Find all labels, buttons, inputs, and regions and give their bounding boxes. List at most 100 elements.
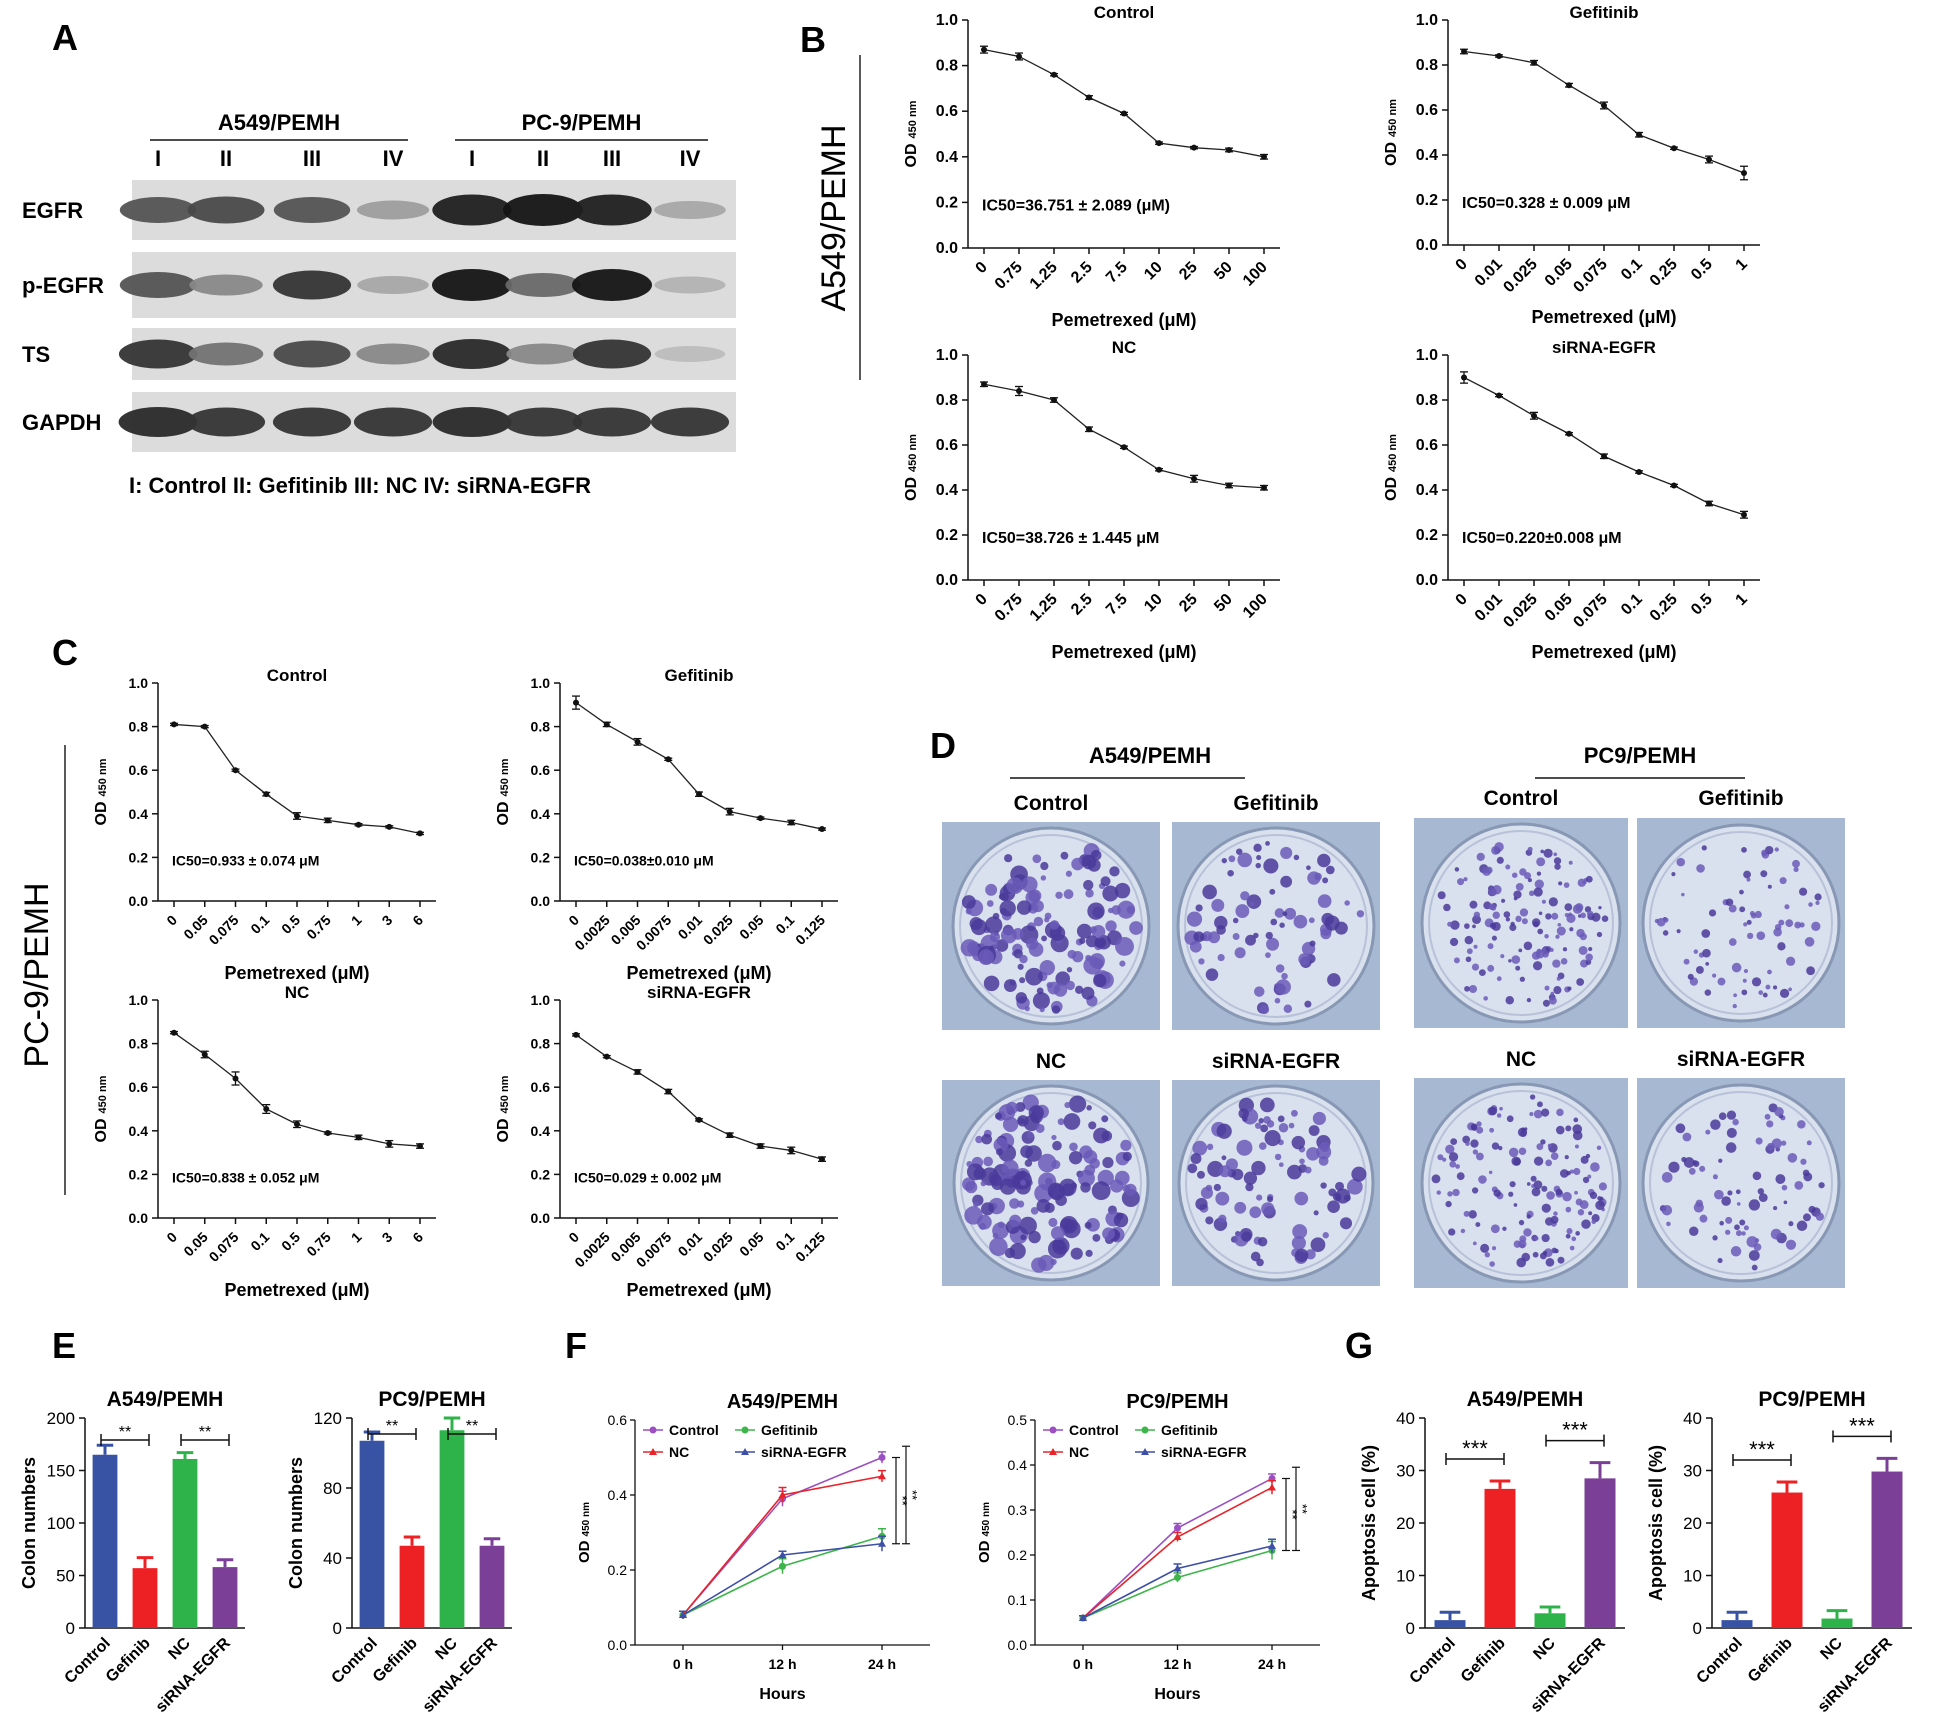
colony bbox=[1278, 1162, 1284, 1168]
data-point bbox=[1636, 469, 1642, 475]
colony bbox=[1475, 1222, 1481, 1228]
series-line bbox=[983, 383, 1265, 489]
x-tick-label: 0.1 bbox=[1618, 591, 1646, 619]
colony bbox=[1666, 1221, 1671, 1227]
colony bbox=[1751, 1264, 1758, 1271]
colony bbox=[1213, 1183, 1221, 1192]
x-tick-label: 0.075 bbox=[206, 1229, 242, 1265]
colony bbox=[1015, 992, 1028, 1004]
colony bbox=[1088, 1121, 1097, 1130]
colony bbox=[1063, 1113, 1081, 1130]
colony bbox=[1269, 888, 1276, 895]
colony bbox=[1283, 1004, 1293, 1013]
legend-marker bbox=[1049, 1426, 1057, 1434]
y-axis-label-main: OD bbox=[903, 477, 920, 501]
colony bbox=[998, 893, 1006, 900]
x-tick-label: 100 bbox=[1240, 259, 1271, 290]
x-tick-label: NC bbox=[1817, 1634, 1846, 1663]
colony bbox=[1490, 904, 1497, 911]
colony bbox=[1049, 920, 1060, 930]
y-tick-label: 0.6 bbox=[1416, 102, 1438, 119]
data-point bbox=[573, 699, 579, 706]
data-point bbox=[634, 738, 641, 745]
colony bbox=[1013, 949, 1023, 959]
data-point bbox=[1268, 1483, 1276, 1491]
colony bbox=[1308, 1125, 1320, 1136]
y-axis-label: OD 450 nm bbox=[1383, 434, 1400, 501]
chart-title: PC9/PEMH bbox=[378, 1388, 485, 1411]
colony bbox=[1256, 1258, 1264, 1267]
x-tick-label: 1.25 bbox=[1027, 259, 1061, 293]
x-tick-label: Gefinib bbox=[1745, 1635, 1796, 1686]
x-tick-label: 0 bbox=[565, 912, 582, 929]
colony bbox=[1466, 948, 1473, 955]
colony bbox=[1815, 1212, 1825, 1221]
colony bbox=[1502, 1226, 1507, 1231]
colony bbox=[1725, 898, 1734, 907]
data-point bbox=[573, 1031, 579, 1038]
data-point bbox=[696, 1116, 702, 1123]
legend-marker bbox=[649, 1448, 657, 1455]
y-tick-label: 0.0 bbox=[1416, 572, 1438, 589]
colony bbox=[1532, 1251, 1539, 1258]
colony bbox=[1275, 964, 1285, 973]
data-point bbox=[1531, 59, 1537, 66]
colony bbox=[1067, 949, 1077, 959]
data-point bbox=[726, 1132, 733, 1139]
legend-label: Control bbox=[1069, 1422, 1119, 1438]
colony bbox=[1322, 1232, 1329, 1239]
x-tick-label: 0.0075 bbox=[633, 912, 675, 954]
colony bbox=[1689, 1226, 1699, 1236]
colony bbox=[1596, 1145, 1602, 1151]
colony bbox=[1266, 937, 1280, 951]
y-axis-label: OD 450 nm bbox=[903, 100, 920, 167]
colony bbox=[1489, 1261, 1495, 1267]
colony bbox=[1554, 1248, 1559, 1254]
blot-band bbox=[503, 407, 583, 437]
colony bbox=[1026, 1131, 1034, 1139]
y-tick-label: 0.6 bbox=[129, 1079, 149, 1095]
petri-dish-rim bbox=[1428, 830, 1614, 1016]
colony bbox=[1545, 1159, 1553, 1167]
colony bbox=[995, 939, 1009, 952]
x-tick-label: 12 h bbox=[768, 1656, 796, 1672]
colony bbox=[969, 917, 983, 931]
significance-label: ** bbox=[1295, 1504, 1310, 1514]
colony bbox=[1792, 859, 1800, 868]
colony-group-label: PC9/PEMH bbox=[1584, 743, 1696, 768]
y-tick-label: 1.0 bbox=[531, 675, 551, 691]
data-point bbox=[1261, 153, 1267, 160]
colony bbox=[1044, 912, 1052, 920]
colony bbox=[1564, 1154, 1569, 1160]
colony bbox=[1675, 1123, 1686, 1134]
chart-title: Control bbox=[267, 666, 327, 685]
blot-band bbox=[353, 407, 433, 437]
colony bbox=[1557, 1256, 1565, 1264]
colony bbox=[1003, 979, 1017, 993]
colony bbox=[1591, 912, 1601, 922]
y-axis-label: Apoptosis cell (%) bbox=[1646, 1445, 1666, 1601]
colony bbox=[1726, 1127, 1737, 1138]
colony bbox=[1671, 872, 1676, 877]
x-tick-label: 0.1 bbox=[772, 912, 797, 937]
colony bbox=[1574, 1190, 1578, 1195]
colony bbox=[1509, 1181, 1516, 1188]
colony bbox=[1293, 854, 1300, 861]
data-point bbox=[324, 1129, 331, 1136]
x-tick-label: Gefinib bbox=[1458, 1635, 1509, 1686]
ic50-annotation: IC50=36.751 ± 2.089 (μM) bbox=[982, 197, 1170, 214]
x-tick-label: 7.5 bbox=[1103, 259, 1131, 287]
colony bbox=[1529, 1112, 1534, 1117]
data-point bbox=[1121, 110, 1127, 117]
significance-label: ** bbox=[119, 1424, 131, 1441]
series-line bbox=[1463, 50, 1745, 174]
y-axis-label: OD 450 nm bbox=[903, 434, 920, 501]
colony bbox=[1267, 1196, 1274, 1203]
colony bbox=[1102, 1156, 1114, 1169]
y-tick-label: 0.0 bbox=[129, 1210, 149, 1226]
colony bbox=[1519, 976, 1525, 982]
colony bbox=[1773, 1206, 1778, 1211]
x-tick-label: Control bbox=[62, 1635, 114, 1687]
colony bbox=[1505, 864, 1511, 870]
colony bbox=[1024, 1006, 1030, 1012]
